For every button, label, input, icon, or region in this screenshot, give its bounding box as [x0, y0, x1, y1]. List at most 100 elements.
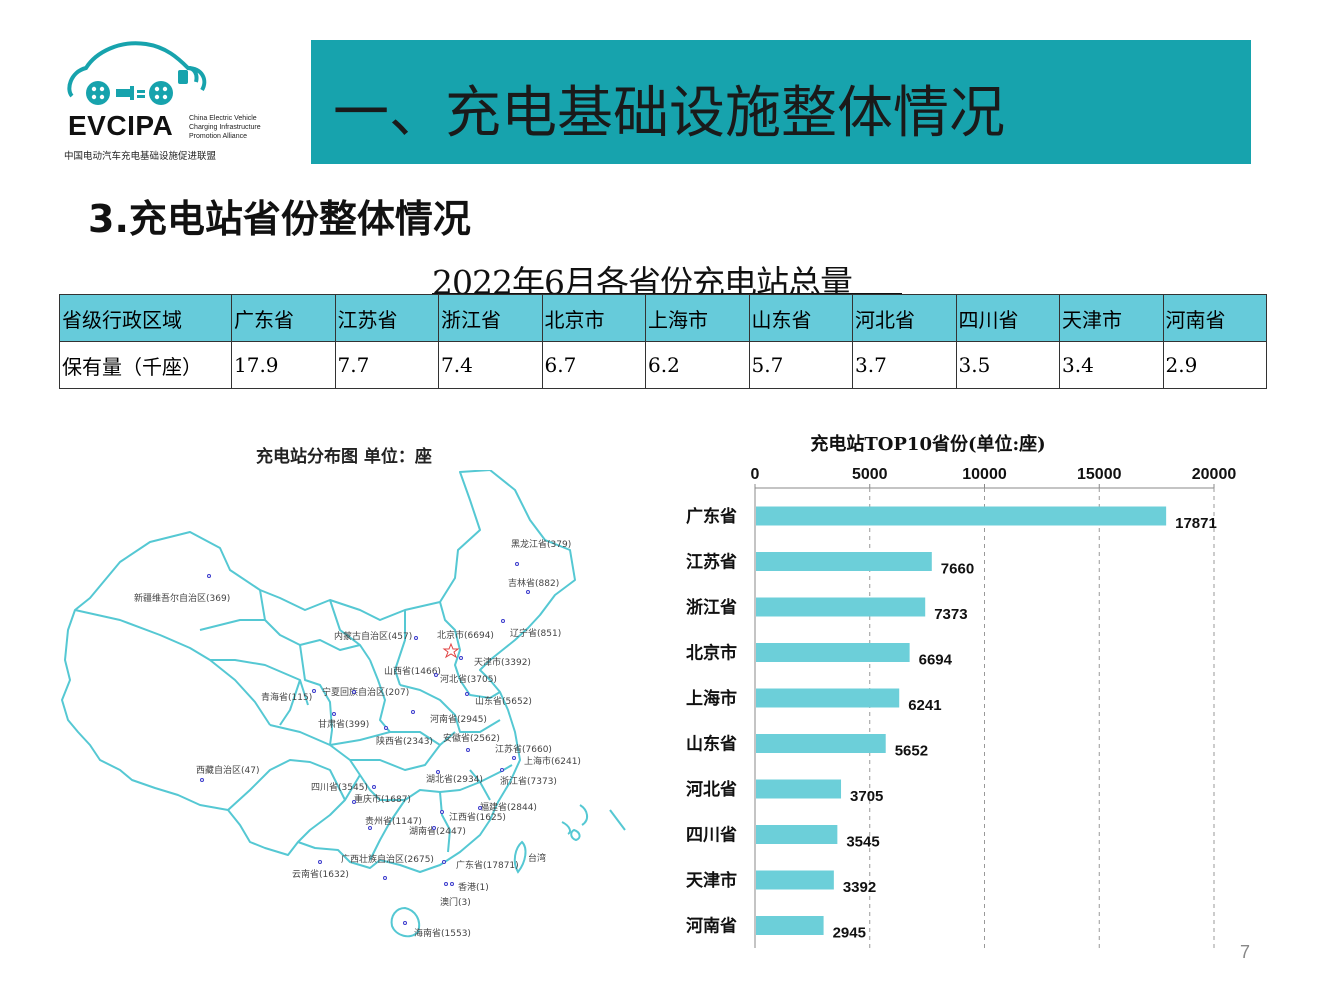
- map-label: 新疆维吾尔自治区(369): [134, 594, 231, 604]
- map-marker: [515, 562, 519, 566]
- map-label: 安徽省(2562): [443, 734, 500, 744]
- map-marker: [207, 574, 211, 578]
- logo-english-line: Promotion Alliance: [189, 133, 247, 140]
- ev-car-plug-icon: [67, 41, 207, 105]
- map-marker: [312, 689, 316, 693]
- data-label: 3392: [843, 879, 876, 896]
- row-header-count: 保有量（千座）: [59, 341, 232, 389]
- category-label: 天津市: [686, 870, 737, 891]
- bar: [756, 643, 910, 662]
- map-marker: [200, 778, 204, 782]
- page-number: 7: [1240, 942, 1251, 962]
- province-table: 省级行政区域 广东省 江苏省 浙江省 北京市 上海市 山东省 河北省 四川省 天…: [59, 294, 1267, 389]
- map-marker: [414, 636, 418, 640]
- data-label: 2945: [833, 925, 866, 942]
- map-label: 宁夏回族自治区(207): [322, 688, 410, 698]
- logo-wordmark: EVCIPA: [68, 110, 174, 141]
- map-label: 西藏自治区(47): [196, 766, 260, 776]
- category-label: 北京市: [686, 643, 737, 664]
- map-marker: [403, 921, 407, 925]
- logo-english-line: Charging Infrastructure: [189, 124, 261, 131]
- map-label: 广东省(17871): [456, 861, 519, 871]
- province-cell: 天津市: [1059, 294, 1164, 342]
- map-marker: [478, 806, 482, 810]
- map-marker: [500, 768, 504, 772]
- map-marker: [526, 590, 530, 594]
- category-label: 河南省: [686, 916, 737, 937]
- map-marker: [501, 619, 505, 623]
- value-cell: 6.2: [645, 341, 750, 389]
- map-label: 湖北省(2934): [426, 775, 483, 785]
- table-title-underline: [432, 293, 902, 295]
- bar: [756, 734, 886, 753]
- map-marker: [466, 748, 470, 752]
- row-header-region: 省级行政区域: [59, 294, 232, 342]
- map-label: 广西壮族自治区(2675): [341, 855, 434, 865]
- slide-title: 一、充电基础设施整体情况: [333, 81, 1005, 146]
- map-label: 北京市(6694): [437, 631, 494, 641]
- data-label: 7660: [941, 561, 974, 578]
- x-tick-label: 0: [751, 466, 760, 483]
- section-title: 3.充电站省份整体情况: [88, 197, 471, 241]
- category-label: 河北省: [686, 779, 737, 800]
- map-marker: [432, 826, 436, 830]
- x-tick-label: 15000: [1077, 466, 1122, 483]
- category-label: 江苏省: [686, 552, 737, 573]
- data-label: 3705: [850, 788, 883, 805]
- category-label: 山东省: [686, 734, 737, 755]
- map-label: 河北省(3705): [440, 675, 497, 685]
- map-label: 吉林省(882): [508, 579, 560, 589]
- capital-star-icon: [442, 642, 460, 659]
- x-tick-label: 10000: [962, 466, 1007, 483]
- table-header-row: 省级行政区域 广东省 江苏省 浙江省 北京市 上海市 山东省 河北省 四川省 天…: [59, 294, 1267, 342]
- value-cell: 3.4: [1059, 341, 1164, 389]
- value-cell: 17.9: [231, 341, 336, 389]
- data-label: 3545: [846, 834, 879, 851]
- top10-bar-chart: 充电站TOP10省份(单位:座) 0 5000 10000 15000 20000 广东…: [686, 433, 1236, 948]
- data-label: 6694: [919, 652, 953, 669]
- province-cell: 山东省: [748, 294, 853, 342]
- map-marker: [411, 710, 415, 714]
- province-cell: 上海市: [645, 294, 750, 342]
- value-cell: 3.5: [955, 341, 1060, 389]
- bar: [756, 552, 932, 571]
- data-label: 17871: [1175, 515, 1217, 532]
- chart-title: 充电站TOP10省份(单位:座): [810, 433, 1045, 455]
- data-label: 5652: [895, 743, 928, 760]
- x-tick-label: 5000: [852, 466, 888, 483]
- bar: [756, 779, 842, 799]
- province-cell: 河南省: [1162, 294, 1267, 342]
- china-map-outline: [61, 470, 626, 938]
- evcipa-logo: EVCIPA China Electric Vehicle Charging I…: [62, 38, 272, 166]
- map-marker: [332, 712, 336, 716]
- map-marker: [465, 692, 469, 696]
- value-cell: 7.7: [334, 341, 439, 389]
- province-cell: 广东省: [231, 294, 336, 342]
- map-label: 云南省(1632): [292, 870, 349, 880]
- map-marker: [383, 876, 387, 880]
- map-marker: [434, 673, 438, 677]
- map-label: 黑龙江省(379): [511, 540, 572, 550]
- value-cell: 2.9: [1162, 341, 1267, 389]
- map-label: 贵州省(1147): [365, 817, 422, 827]
- bar: [756, 597, 926, 617]
- bar: [756, 870, 834, 890]
- value-cell: 7.4: [438, 341, 543, 389]
- province-cell: 江苏省: [334, 294, 439, 342]
- bar: [756, 688, 900, 708]
- map-label: 台湾: [528, 854, 547, 864]
- map-label: 重庆市(1687): [354, 795, 411, 805]
- map-marker: [436, 770, 440, 774]
- value-cell: 6.7: [541, 341, 646, 389]
- province-cell: 浙江省: [438, 294, 543, 342]
- map-label: 内蒙古自治区(457): [334, 632, 413, 642]
- map-title: 充电站分布图 单位：座: [256, 447, 432, 467]
- map-label: 湖南省(2447): [409, 827, 466, 837]
- map-marker: [352, 690, 356, 694]
- map-marker: [512, 756, 516, 760]
- logo-english-name: China Electric Vehicle Charging Infrastr…: [189, 114, 261, 141]
- map-marker: [318, 860, 322, 864]
- map-marker: [384, 726, 388, 730]
- map-label: 香港(1): [458, 883, 489, 893]
- map-label: 青海省(115): [261, 693, 313, 703]
